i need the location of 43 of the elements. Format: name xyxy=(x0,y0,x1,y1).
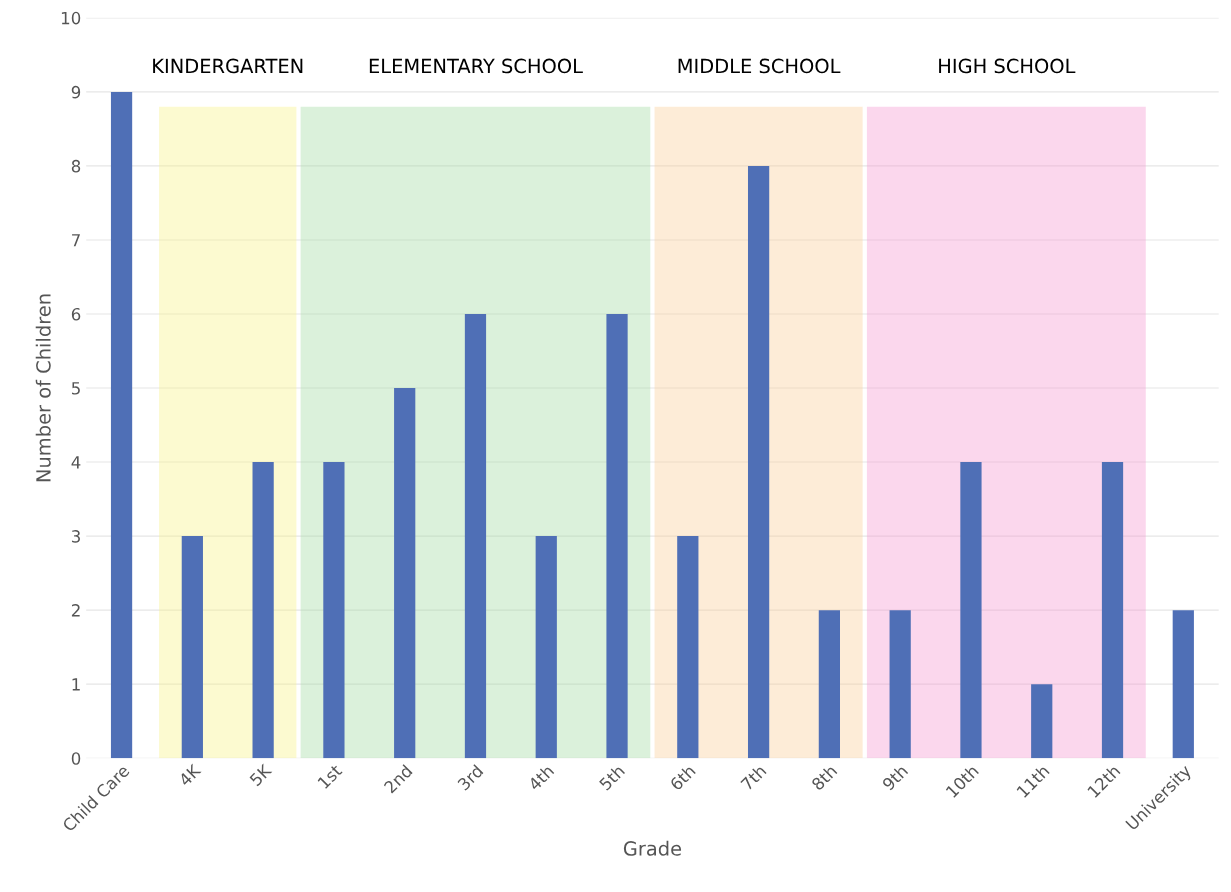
bar xyxy=(252,462,274,759)
band-label: KINDERGARTEN xyxy=(153,58,303,74)
bar xyxy=(818,610,840,759)
x-tick-label: 9th xyxy=(881,764,909,792)
bar xyxy=(889,610,911,759)
band-label: ELEMENTARY SCHOOL xyxy=(369,58,583,74)
bar xyxy=(323,462,345,759)
y-axis-title: Number of Children xyxy=(35,294,51,482)
bar xyxy=(606,313,628,759)
bar xyxy=(464,313,487,759)
x-tick-label: 6th xyxy=(669,764,696,791)
bar xyxy=(1172,610,1194,759)
y-tick-label: 2 xyxy=(71,604,80,617)
band-label: HIGH SCHOOL xyxy=(939,58,1076,74)
bar xyxy=(747,165,770,759)
bar xyxy=(1031,684,1053,759)
bar xyxy=(677,536,699,759)
y-tick-label: 6 xyxy=(71,307,81,321)
y-tick-label: 0 xyxy=(71,752,81,765)
x-tick-label: 5th xyxy=(598,764,626,791)
band-label: MIDDLE SCHOOL xyxy=(678,58,841,74)
bar xyxy=(394,388,416,759)
bar xyxy=(181,536,203,759)
y-tick-label: 3 xyxy=(71,530,80,543)
x-tick-label: 1st xyxy=(317,763,343,790)
y-tick-label: 9 xyxy=(71,85,81,99)
y-tick-label: 1 xyxy=(72,678,80,691)
x-tick-label: 3rd xyxy=(456,764,484,791)
y-tick-label: 5 xyxy=(71,382,80,395)
y-tick-label: 10 xyxy=(61,11,81,25)
bar xyxy=(960,462,982,759)
bar xyxy=(535,536,557,759)
bar xyxy=(110,91,133,759)
y-tick-label: 8 xyxy=(71,159,81,173)
y-tick-label: 4 xyxy=(71,456,81,469)
x-tick-label: 4th xyxy=(527,764,555,792)
bar xyxy=(1101,462,1124,759)
x-tick-label: 7th xyxy=(739,764,767,791)
x-tick-label: 8th xyxy=(810,764,838,791)
x-tick-label: 4K xyxy=(178,763,202,787)
y-tick-label: 7 xyxy=(72,234,80,247)
x-tick-label: 5K xyxy=(249,763,273,787)
x-axis-title: Grade xyxy=(623,840,682,856)
